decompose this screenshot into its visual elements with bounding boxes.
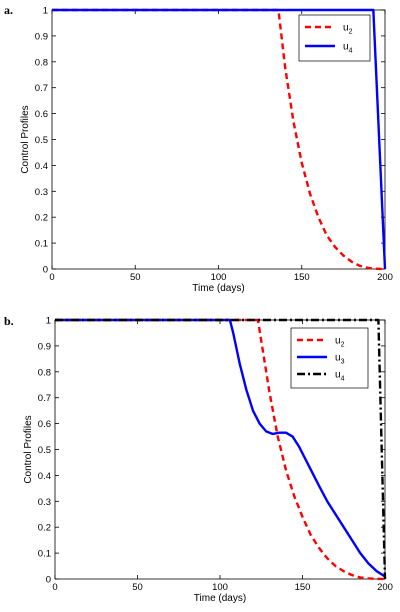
legend-label-main: u [335, 370, 341, 381]
y-tick-label: 0.2 [38, 523, 51, 534]
y-tick-label: 0.9 [35, 31, 48, 42]
x-tick-label: 50 [130, 272, 141, 283]
legend-label-subscript: 2 [349, 29, 353, 36]
legend-label-main: u [335, 353, 341, 364]
y-tick-label: 0.8 [35, 57, 48, 68]
y-tick-label: 0.4 [35, 161, 48, 172]
y-tick-label: 0.5 [38, 445, 51, 456]
y-tick-label: 1 [43, 6, 48, 17]
x-tick-label: 200 [377, 272, 393, 283]
y-tick-label: 0.3 [35, 187, 48, 198]
y-tick-label: 0.2 [35, 213, 48, 224]
series-line-u4 [55, 318, 387, 580]
y-tick-label: 1 [46, 316, 51, 327]
legend-label-u2: u2 [335, 336, 345, 349]
legend-label-main: u [343, 42, 349, 53]
legend-label-u4: u4 [343, 42, 353, 55]
panel-label: b. [4, 314, 14, 328]
legend-label-u3: u3 [335, 353, 345, 366]
y-tick-label: 0 [46, 575, 51, 586]
legend-label-u4: u4 [335, 370, 345, 383]
y-tick-label: 0 [43, 265, 48, 276]
panel-label: a. [4, 3, 13, 17]
x-tick-label: 100 [212, 582, 228, 593]
y-tick-label: 0.7 [35, 83, 48, 94]
series-line-u2 [52, 8, 386, 271]
y-axis-label: Control Profiles [20, 105, 31, 173]
chart-panel-1: a. 0 50 100 150 200 0 0.1 0.2 0.3 0.4 0.5 0.6 0.7 0.8 0… [4, 3, 393, 294]
series-line-u4 [52, 8, 387, 270]
y-tick-label: 0.7 [38, 393, 51, 404]
y-tick-label: 0.1 [35, 239, 48, 250]
y-tick-label: 0.6 [38, 419, 51, 430]
y-tick-label: 0.3 [38, 497, 51, 508]
x-tick-label: 0 [49, 272, 54, 283]
y-tick-label: 0.6 [35, 109, 48, 120]
series-line-u3 [55, 318, 386, 578]
y-tick-label: 0.4 [38, 471, 51, 482]
x-tick-label: 200 [377, 582, 393, 593]
legend-label-u2: u2 [343, 23, 353, 36]
x-tick-label: 150 [294, 272, 310, 283]
y-tick-label: 0.9 [38, 341, 51, 352]
x-axis-label: Time (days) [192, 283, 244, 294]
x-tick-label: 50 [132, 582, 143, 593]
y-tick-label: 0.5 [35, 135, 48, 146]
chart-panel-2: b. 0 50 100 150 200 0 0.1 0.2 0.3 0.4 0.5 0.6 0.7 0.8 0… [4, 314, 393, 604]
legend-label-subscript: 4 [341, 376, 345, 383]
y-axis-label: Control Profiles [23, 415, 34, 483]
y-tick-label: 0.8 [38, 367, 51, 378]
x-tick-label: 150 [295, 582, 311, 593]
y-tick-label: 0.1 [38, 549, 51, 560]
legend-label-main: u [343, 23, 349, 34]
series-line-u2 [55, 318, 386, 581]
legend-label-main: u [335, 336, 341, 347]
x-tick-label: 0 [52, 582, 57, 593]
legend-label-subscript: 2 [341, 342, 345, 349]
legend-label-subscript: 4 [349, 48, 353, 55]
x-axis-label: Time (days) [194, 593, 246, 604]
legend-label-subscript: 3 [341, 359, 345, 366]
legend-box [298, 14, 371, 62]
x-tick-label: 100 [211, 272, 227, 283]
